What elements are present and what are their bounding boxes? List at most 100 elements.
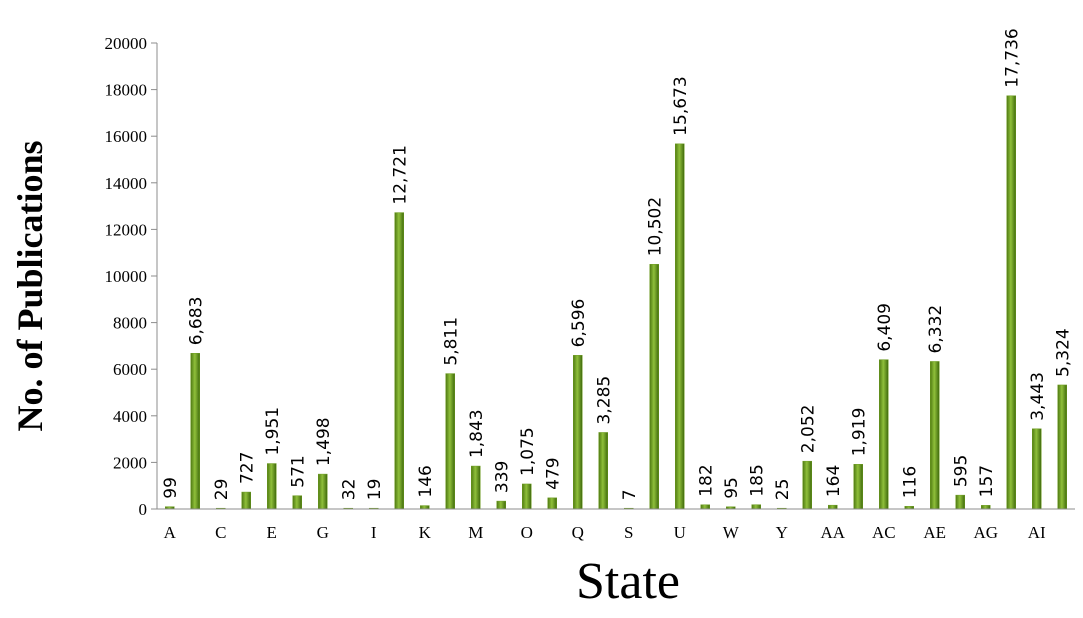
data-label-E: 1,951 xyxy=(263,407,283,456)
data-label-G: 1,498 xyxy=(314,417,334,466)
data-label-M: 1,843 xyxy=(467,409,487,458)
bar-G xyxy=(318,473,328,510)
bar-AH xyxy=(1006,95,1016,510)
x-tick-label: AE xyxy=(923,523,946,542)
bar-E xyxy=(267,463,277,510)
data-label-N: 339 xyxy=(492,461,512,493)
y-tick-label: 18000 xyxy=(105,81,148,100)
bar-N xyxy=(496,500,506,510)
y-tick-label: 4000 xyxy=(113,407,147,426)
bar-O xyxy=(522,483,532,510)
bar-F xyxy=(292,495,302,510)
y-tick-label: 6000 xyxy=(113,360,147,379)
data-label-O: 1,075 xyxy=(518,427,538,476)
x-tick-label: S xyxy=(624,523,633,542)
data-label-C: 29 xyxy=(212,479,232,501)
y-tick-label: 12000 xyxy=(105,220,148,239)
x-tick-label: A xyxy=(164,523,177,542)
x-tick-label: W xyxy=(723,523,740,542)
x-tick-label: C xyxy=(215,523,226,542)
bar-X xyxy=(751,504,761,510)
data-label-W: 95 xyxy=(722,477,742,499)
x-tick-label: AG xyxy=(973,523,998,542)
data-label-H: 32 xyxy=(339,479,359,501)
x-axis-title: State xyxy=(576,553,680,610)
data-label-V: 182 xyxy=(696,464,716,496)
data-label-Z: 2,052 xyxy=(798,405,818,454)
data-label-AE: 6,332 xyxy=(926,305,946,354)
y-tick-label: 0 xyxy=(139,500,148,519)
data-label-AG: 157 xyxy=(977,465,997,497)
x-tick-label: AC xyxy=(872,523,896,542)
bar-AE xyxy=(930,361,940,510)
data-label-Y: 25 xyxy=(773,479,793,501)
bar-AG xyxy=(981,505,991,510)
bar-R xyxy=(598,432,608,510)
data-label-AI: 3,443 xyxy=(1028,372,1048,421)
bars xyxy=(165,95,1067,510)
data-label-AC: 6,409 xyxy=(875,303,895,352)
x-tick-label: AA xyxy=(820,523,845,542)
bar-AA xyxy=(828,504,838,510)
x-tick-label: AI xyxy=(1028,523,1046,542)
data-label-U: 15,673 xyxy=(671,76,691,135)
y-tick-label: 16000 xyxy=(105,127,148,146)
bar-D xyxy=(241,491,251,510)
bar-AI xyxy=(1032,428,1042,510)
data-label-AA: 164 xyxy=(824,465,844,497)
bar-AF xyxy=(955,494,965,510)
y-axis-title: No. of Publications xyxy=(10,140,50,431)
x-tick-label: O xyxy=(521,523,533,542)
x-tick-label: E xyxy=(267,523,277,542)
bar-V xyxy=(700,504,710,510)
y-tick-label: 10000 xyxy=(105,267,148,286)
y-tick-label: 20000 xyxy=(105,34,148,53)
bar-AJ xyxy=(1057,384,1067,510)
data-label-P: 479 xyxy=(543,457,563,489)
data-label-I: 19 xyxy=(365,479,385,501)
x-tick-label: M xyxy=(468,523,483,542)
data-label-Q: 6,596 xyxy=(569,299,589,348)
x-tick-label: Q xyxy=(572,523,584,542)
x-tick-label: U xyxy=(674,523,686,542)
bar-J xyxy=(394,212,404,510)
y-tick-label: 14000 xyxy=(105,174,148,193)
bar-P xyxy=(547,497,557,510)
x-tick-label: Y xyxy=(776,523,788,542)
data-label-K: 146 xyxy=(416,465,436,497)
data-label-S: 7 xyxy=(620,489,640,500)
data-label-R: 3,285 xyxy=(594,376,614,425)
bar-AB xyxy=(853,464,863,510)
x-tick-label: G xyxy=(317,523,329,542)
data-label-F: 571 xyxy=(288,455,308,487)
y-tick-label: 8000 xyxy=(113,314,147,333)
data-label-B: 6,683 xyxy=(186,297,206,346)
data-label-AD: 116 xyxy=(900,466,920,498)
bar-Q xyxy=(573,355,583,510)
data-label-L: 5,811 xyxy=(441,317,461,366)
data-label-AF: 595 xyxy=(951,455,971,487)
x-tick-label: K xyxy=(419,523,432,542)
bar-Z xyxy=(802,460,812,510)
bar-T xyxy=(649,264,659,510)
data-label-J: 12,721 xyxy=(390,145,410,204)
bar-U xyxy=(675,143,685,510)
data-label-AB: 1,919 xyxy=(849,408,869,457)
data-label-AJ: 5,324 xyxy=(1053,328,1073,377)
bar-L xyxy=(445,373,455,510)
x-axis-ticks: A C E G I K M O Q S U W Y AA AC AE AG AI xyxy=(164,523,1046,542)
bar-B xyxy=(190,353,200,510)
data-label-D: 727 xyxy=(237,452,257,484)
x-tick-label: I xyxy=(371,523,377,542)
bar-AC xyxy=(879,359,889,510)
data-label-X: 185 xyxy=(747,464,767,496)
y-tick-label: 2000 xyxy=(113,453,147,472)
y-axis-ticks: 0 2000 4000 6000 8000 10000 12000 14000 16000 180… xyxy=(105,34,157,519)
data-label-A: 99 xyxy=(161,477,181,499)
data-label-T: 10,502 xyxy=(645,197,665,256)
bar-K xyxy=(420,505,430,510)
bar-M xyxy=(471,465,481,510)
data-label-AH: 17,736 xyxy=(1002,28,1022,87)
